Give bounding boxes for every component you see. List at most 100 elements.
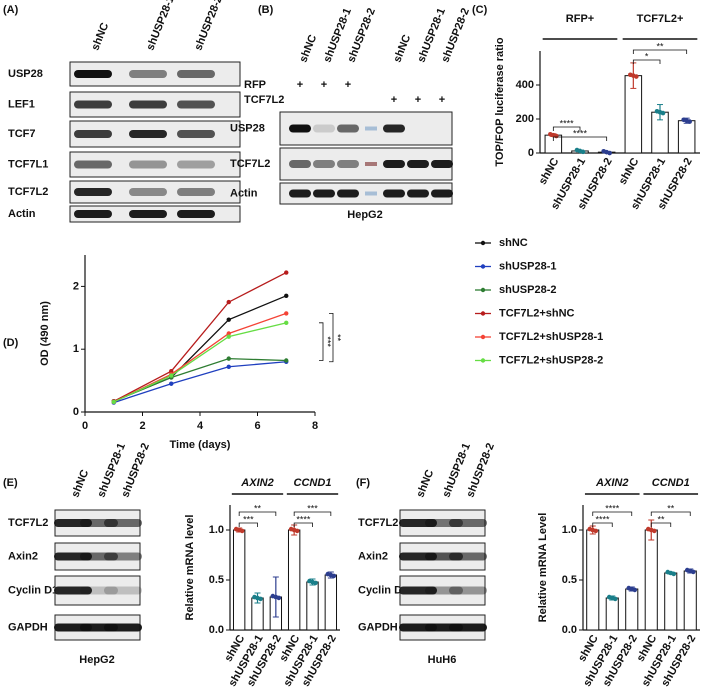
blot-band xyxy=(74,188,112,196)
condition-mark: + xyxy=(321,79,327,91)
data-point xyxy=(687,119,692,124)
y-axis-label: Relative mRNA level xyxy=(184,515,196,621)
blot-band xyxy=(104,519,142,527)
blot-band xyxy=(74,210,112,218)
data-point xyxy=(554,133,559,139)
significance-bracket xyxy=(552,126,581,131)
significance-label: ** xyxy=(657,514,665,524)
y-tick-label: 0.0 xyxy=(209,624,224,636)
series-marker xyxy=(226,334,231,339)
significance-label: *** xyxy=(307,503,318,513)
significance-label: **** xyxy=(573,128,588,138)
significance-bracket xyxy=(238,522,258,527)
lane-label: shUSP28-1 xyxy=(144,0,177,52)
row-label: Actin xyxy=(230,187,258,199)
lane-label: shNC xyxy=(89,21,111,52)
significance-bracket xyxy=(632,59,661,64)
blot-band xyxy=(74,160,112,169)
y-tick-label: 400 xyxy=(516,79,534,91)
significance-label: *** xyxy=(243,514,254,524)
row-label: USP28 xyxy=(8,68,43,80)
blot-band xyxy=(383,189,405,198)
cell-line: HepG2 xyxy=(79,654,114,666)
condition-label: TCF7L2 xyxy=(244,94,284,106)
data-point xyxy=(294,528,300,534)
legend-marker xyxy=(480,287,486,293)
condition-label: RFP xyxy=(244,79,266,91)
legend-label: shNC xyxy=(499,237,528,249)
blot-band xyxy=(104,552,142,561)
group-label: CCND1 xyxy=(652,477,690,489)
legend-label: TCF7L2+shUSP28-1 xyxy=(499,331,603,343)
x-tick-label: 4 xyxy=(197,420,204,432)
data-point xyxy=(690,569,696,575)
legend-label: TCF7L2+shNC xyxy=(499,307,575,319)
bar xyxy=(586,529,600,631)
legend-label: TCF7L2+shUSP28-2 xyxy=(499,354,603,366)
blot-band xyxy=(74,70,112,78)
series-line xyxy=(113,312,287,403)
y-tick-label: 1.0 xyxy=(562,524,577,536)
series-marker xyxy=(284,358,289,363)
group-label: AXIN2 xyxy=(595,477,628,489)
blot-band xyxy=(177,188,215,196)
data-point xyxy=(580,149,586,155)
blot-band xyxy=(177,130,215,138)
bar xyxy=(683,570,697,631)
data-point xyxy=(258,596,263,602)
condition-mark: + xyxy=(391,94,397,106)
blot-band xyxy=(74,100,112,109)
blot-band xyxy=(399,586,437,595)
condition-mark: + xyxy=(439,94,445,106)
blot-band xyxy=(337,124,359,133)
blot-band xyxy=(289,160,311,168)
y-axis-label: OD (490 nm) xyxy=(39,301,51,366)
row-label: TCF7L2 xyxy=(358,517,398,529)
series-line xyxy=(113,322,287,403)
data-point xyxy=(593,528,599,534)
condition-mark: + xyxy=(297,79,303,91)
x-tick-label: 0 xyxy=(82,420,88,432)
blot-band xyxy=(177,210,215,218)
row-label: Actin xyxy=(8,208,36,220)
x-tick-label: 2 xyxy=(139,420,145,432)
blot-band xyxy=(104,586,142,595)
series-line xyxy=(113,357,287,402)
significance-label: **** xyxy=(296,514,311,524)
row-label: TCF7L2 xyxy=(230,158,270,170)
significance-bracket xyxy=(632,49,688,54)
row-label: GAPDH xyxy=(358,621,398,633)
row-label: Axin2 xyxy=(358,550,388,562)
blot-band xyxy=(80,586,118,595)
data-point xyxy=(276,595,282,601)
blot-band xyxy=(313,189,335,198)
blot-band xyxy=(449,552,487,561)
lane-label: shNC xyxy=(414,468,436,499)
blot-band xyxy=(449,586,487,595)
blot-band xyxy=(431,160,453,168)
lane-label: shNC xyxy=(69,468,91,499)
panel-label: (F) xyxy=(356,477,370,489)
blot-band xyxy=(177,70,215,78)
significance-label: *** xyxy=(323,336,333,347)
y-tick-label: 0 xyxy=(528,147,534,159)
x-tick-label: 8 xyxy=(312,420,318,432)
bar xyxy=(287,529,301,631)
data-point xyxy=(313,580,318,586)
y-tick-label: 0.0 xyxy=(562,624,577,636)
y-axis-label: TOP/FOP luciferase ratio xyxy=(494,37,506,166)
bar xyxy=(306,581,319,631)
significance-label: * xyxy=(645,51,649,61)
legend-marker xyxy=(480,311,486,316)
blot-band xyxy=(383,160,405,168)
blot-band xyxy=(431,189,453,198)
significance-bracket xyxy=(592,511,633,516)
y-tick-label: 2 xyxy=(73,280,79,292)
y-axis-label: Relative mRNA Level xyxy=(537,513,549,623)
bar xyxy=(232,529,246,631)
series-marker xyxy=(226,356,231,361)
lane-label: shUSP28-2 xyxy=(192,0,225,52)
blot-band xyxy=(289,124,311,133)
significance-bracket xyxy=(293,511,332,516)
series-marker xyxy=(284,270,289,275)
